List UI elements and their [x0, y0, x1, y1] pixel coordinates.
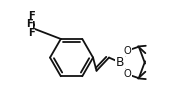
Text: F: F: [29, 28, 35, 38]
Text: F: F: [29, 11, 35, 21]
Text: B: B: [116, 56, 124, 69]
Text: O: O: [124, 46, 132, 56]
Text: O: O: [124, 69, 132, 79]
Text: F: F: [26, 19, 33, 29]
